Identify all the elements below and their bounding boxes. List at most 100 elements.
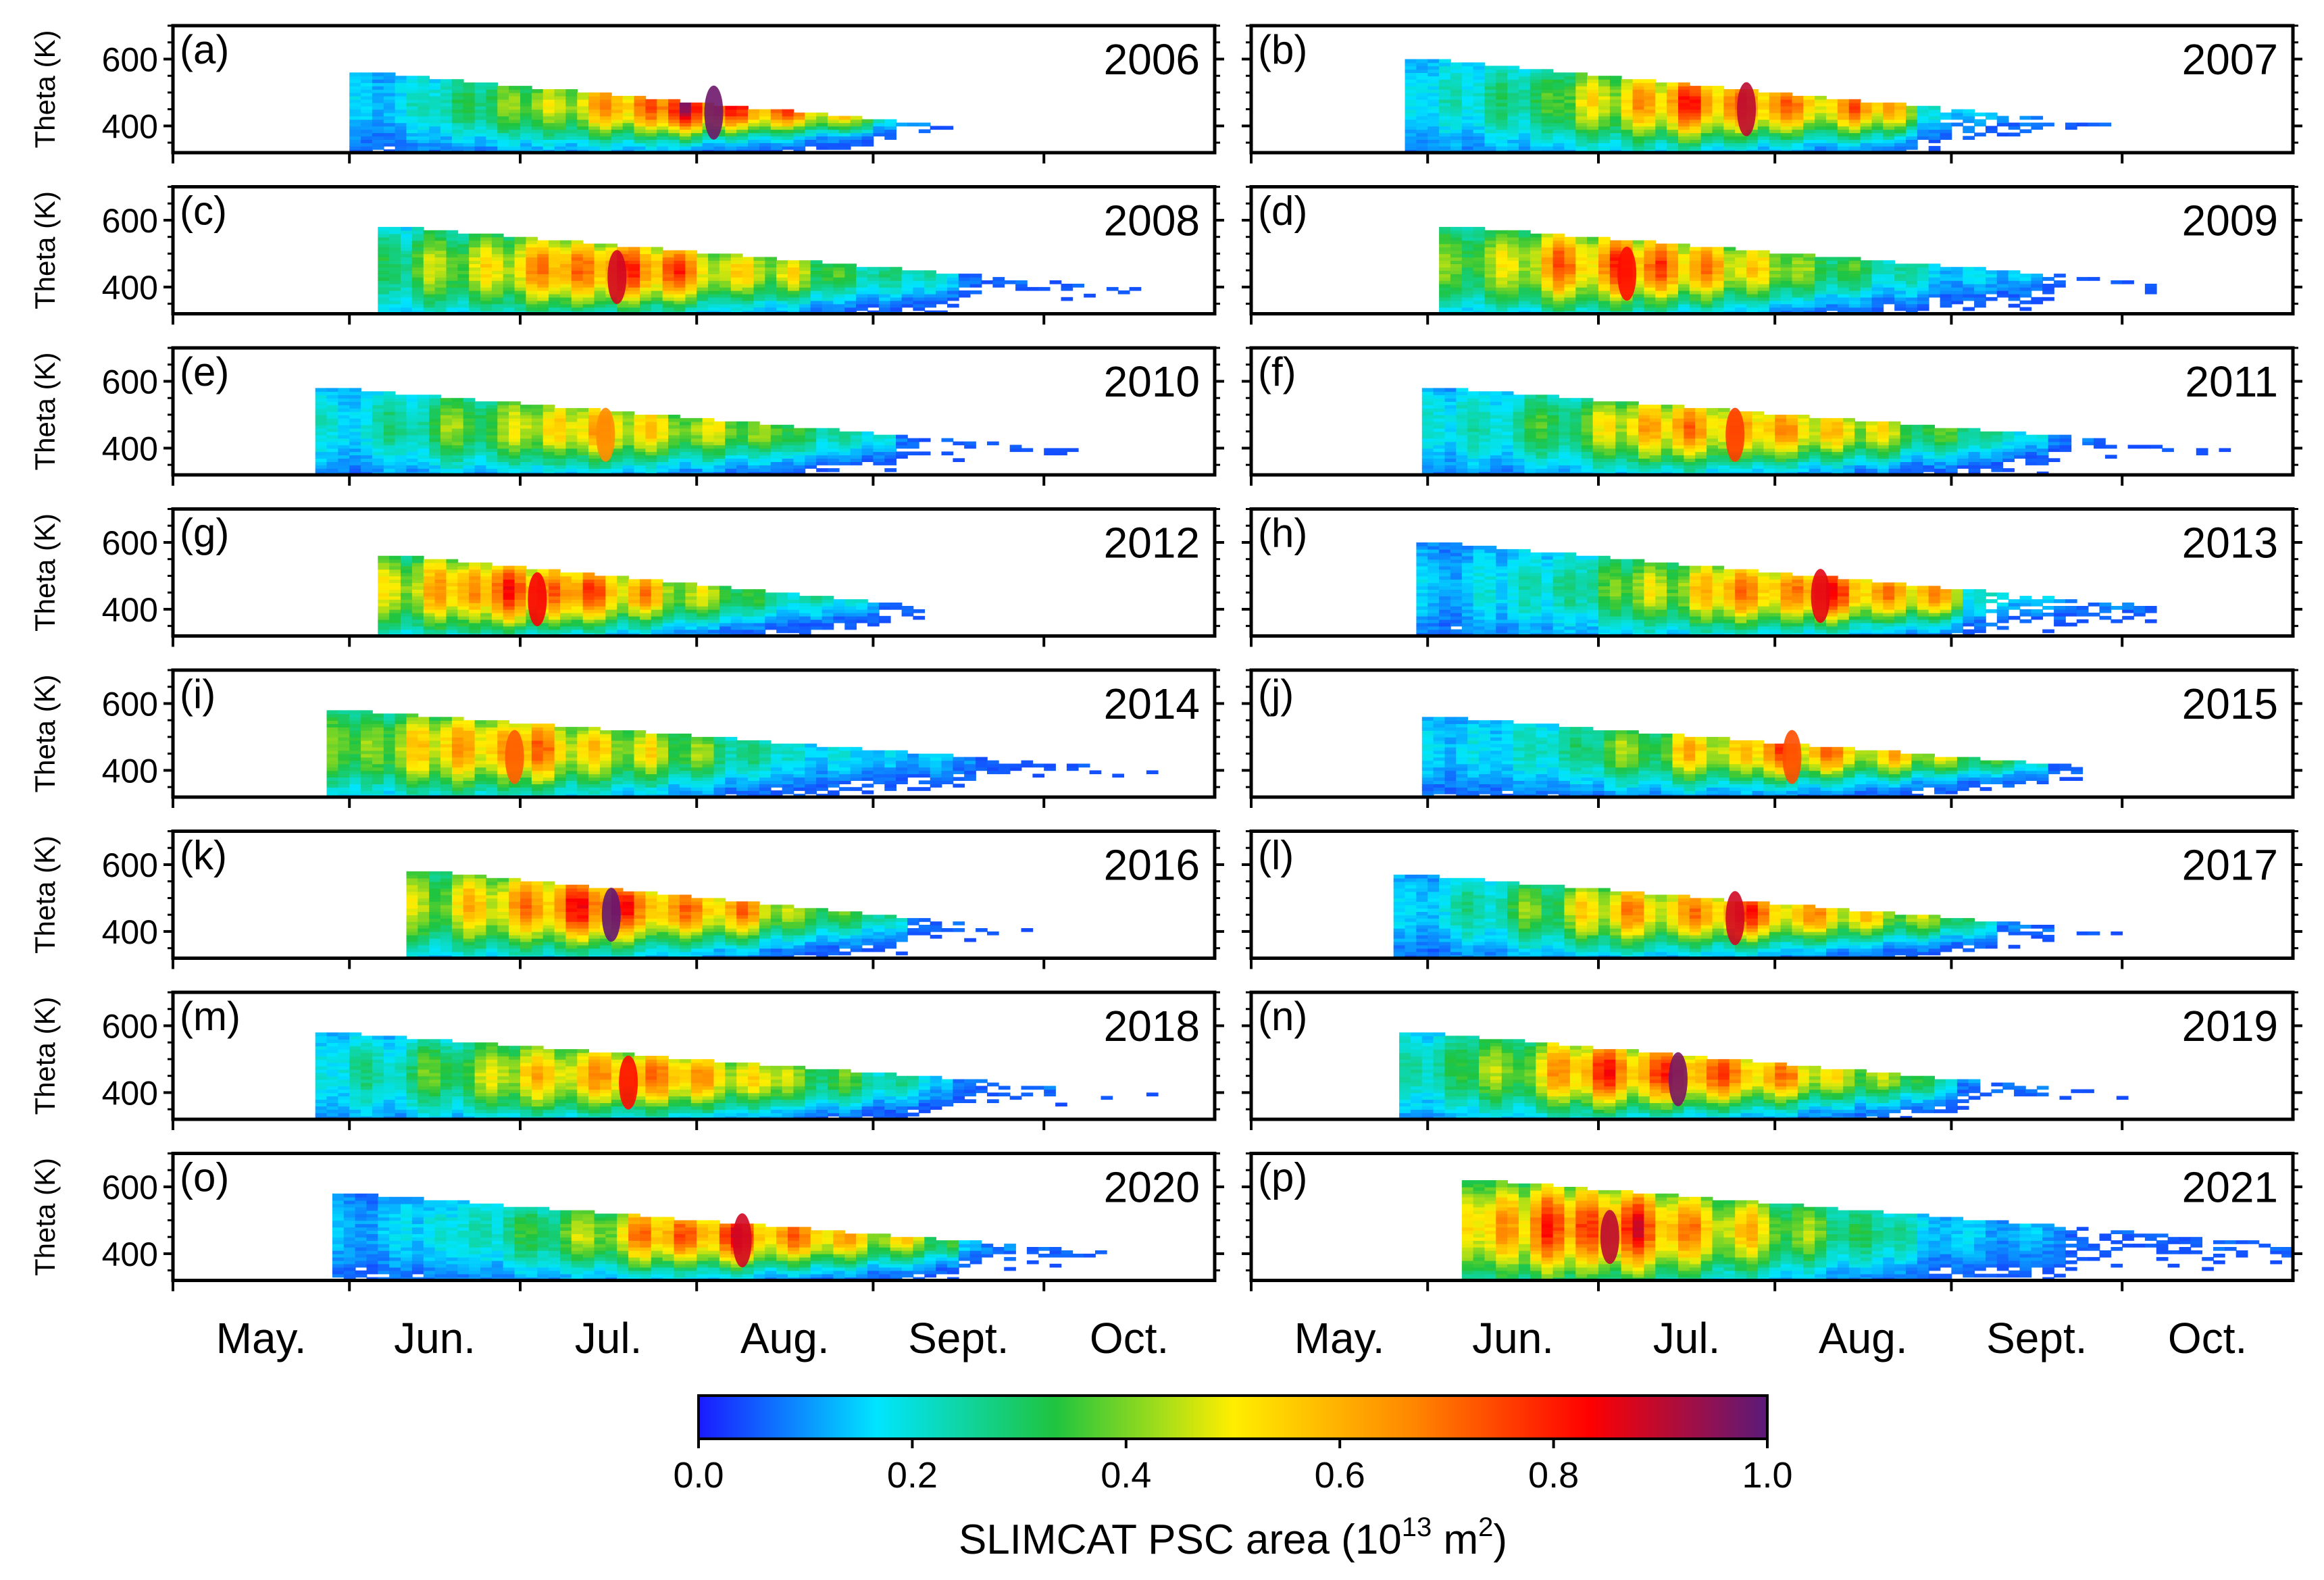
heatmap-cell <box>349 116 361 120</box>
heatmap-cell <box>788 297 800 301</box>
heatmap-cell <box>361 441 373 446</box>
heatmap-cell <box>526 307 538 311</box>
heatmap-cell <box>828 132 840 136</box>
heatmap-cell <box>793 126 806 130</box>
heatmap-cell <box>765 270 777 274</box>
heatmap-cell <box>429 116 441 120</box>
heatmap-cell <box>1564 307 1577 311</box>
heatmap-cell <box>554 451 567 456</box>
heatmap-cell <box>554 465 567 469</box>
heatmap-cell <box>480 284 492 288</box>
heatmap-cell <box>861 441 874 446</box>
heatmap-cell <box>1678 136 1690 140</box>
heatmap-cell <box>1723 250 1736 255</box>
heatmap-cell <box>1473 126 1486 130</box>
heatmap-cell <box>571 303 584 308</box>
heatmap-cell <box>349 391 361 395</box>
heatmap-cell <box>1848 105 1861 110</box>
heatmap-cell <box>434 307 447 311</box>
heatmap-cell <box>1974 284 1986 288</box>
heatmap-cell <box>1450 307 1463 311</box>
heatmap-cell <box>1575 122 1588 127</box>
heatmap-cell <box>457 257 470 261</box>
heatmap-cell <box>1712 300 1725 305</box>
heatmap-cell <box>736 139 749 143</box>
heatmap-cell <box>440 122 453 127</box>
heatmap-cell <box>702 451 715 456</box>
heatmap-cell <box>992 280 1005 284</box>
heatmap-cell <box>1757 260 1770 264</box>
heatmap-cell <box>1769 280 1782 284</box>
heatmap-cell <box>1421 451 1434 456</box>
heatmap-cell <box>326 421 339 426</box>
heatmap-cell <box>542 465 555 469</box>
heatmap-cell <box>315 394 328 399</box>
heatmap-cell <box>1644 257 1657 261</box>
heatmap-cell <box>1689 102 1702 107</box>
heatmap-cell <box>372 451 384 456</box>
heatmap-cell <box>850 143 863 147</box>
heatmap-cell <box>326 391 339 395</box>
heatmap-cell <box>690 465 703 469</box>
heatmap-cell <box>1507 230 1519 234</box>
heatmap-cell <box>1757 290 1770 295</box>
heatmap-cell <box>474 421 487 426</box>
heatmap-cell <box>651 293 663 298</box>
heatmap-cell <box>451 424 464 429</box>
heatmap-cell <box>759 126 772 130</box>
heatmap-cell <box>1061 286 1073 291</box>
heatmap-cell <box>520 405 532 409</box>
heatmap-cell <box>668 139 680 143</box>
heatmap-cell <box>1644 99 1657 103</box>
heatmap-cell <box>1484 253 1497 258</box>
heatmap-cell <box>520 424 532 429</box>
heatmap-cell <box>793 465 806 469</box>
heatmap-cell <box>1484 293 1497 298</box>
heatmap-cell <box>440 136 453 140</box>
heatmap-cell <box>1700 307 1713 311</box>
heatmap-cell <box>1564 274 1577 278</box>
heatmap-cell <box>645 414 658 419</box>
heatmap-cell <box>497 455 509 459</box>
heatmap-cell <box>816 136 828 140</box>
heatmap-cell <box>372 129 384 134</box>
heatmap-cell <box>497 401 509 405</box>
heatmap-cell <box>640 300 652 305</box>
heatmap-cell <box>372 136 384 140</box>
heatmap-cell <box>588 461 601 465</box>
heatmap-cell <box>537 267 549 271</box>
heatmap-cell <box>1723 303 1736 308</box>
heatmap-cell <box>645 465 658 469</box>
heatmap-cell <box>719 253 732 258</box>
heatmap-cell <box>640 247 652 251</box>
heatmap-cell <box>383 455 396 459</box>
heatmap-cell <box>913 284 926 288</box>
heatmap-cell <box>782 143 794 147</box>
heatmap-cell <box>873 455 886 459</box>
heatmap-cell <box>486 146 499 150</box>
heatmap-cell <box>1689 112 1702 117</box>
heatmap-cell <box>679 431 692 436</box>
heatmap-cell <box>1541 79 1554 83</box>
heatmap-cell <box>725 139 737 143</box>
heatmap-cell <box>1974 112 1986 117</box>
heatmap-cell <box>1587 129 1599 134</box>
heatmap-cell <box>1450 102 1463 107</box>
heatmap-cell <box>1917 109 1929 113</box>
heatmap-cell <box>645 444 658 449</box>
heatmap-cell <box>799 263 811 267</box>
heatmap-cell <box>1484 280 1497 284</box>
heatmap-cell <box>469 284 481 288</box>
heatmap-cell <box>1769 274 1782 278</box>
heatmap-cell <box>491 270 504 274</box>
heatmap-cell <box>2019 129 2032 134</box>
heatmap-cell <box>395 132 407 136</box>
heatmap-cell <box>2008 286 2021 291</box>
heatmap-cell <box>1439 267 1451 271</box>
heatmap-cell <box>600 465 612 469</box>
heatmap-cell <box>1837 132 1850 136</box>
heatmap-cell <box>1461 79 1474 83</box>
heatmap-cell <box>742 290 755 295</box>
heatmap-cell <box>1723 274 1736 278</box>
heatmap-cell <box>753 263 766 267</box>
